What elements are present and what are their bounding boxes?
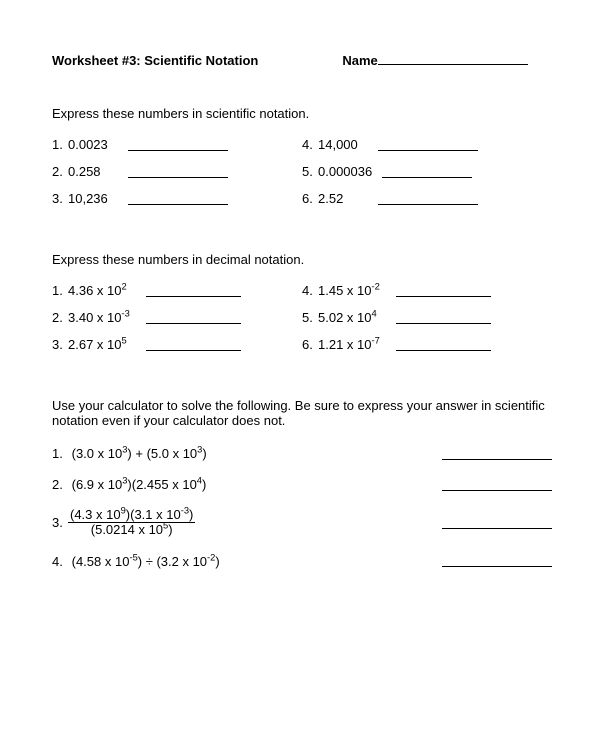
answer-blank[interactable] (442, 555, 552, 567)
header: Worksheet #3: Scientific Notation Name (52, 52, 552, 68)
answer-blank[interactable] (128, 139, 228, 151)
section1-left-col: 1. 0.0023 2. 0.258 3. 10,236 (52, 137, 302, 218)
item-value: 10,236 (68, 191, 128, 206)
item-left: 4. (4.58 x 10-5) ÷ (3.2 x 10-2) (52, 554, 220, 569)
list-item: 5. 0.000036 (302, 164, 552, 179)
item-number: 4. (302, 137, 318, 152)
fraction-numerator: (4.3 x 109)(3.1 x 10-3) (68, 508, 195, 523)
list-item: 5. 5.02 x 104 (302, 310, 552, 325)
section3-intro: Use your calculator to solve the followi… (52, 398, 552, 428)
section2-intro: Express these numbers in decimal notatio… (52, 252, 552, 267)
item-value: 3.40 x 10-3 (68, 310, 146, 325)
answer-blank[interactable] (128, 193, 228, 205)
list-item: 4. 14,000 (302, 137, 552, 152)
item-value: 14,000 (318, 137, 378, 152)
item-value: 1.45 x 10-2 (318, 283, 396, 298)
item-value: 4.36 x 102 (68, 283, 146, 298)
list-item: 6. 2.52 (302, 191, 552, 206)
worksheet-title: Worksheet #3: Scientific Notation (52, 53, 258, 68)
item-number: 3. (52, 191, 68, 206)
list-item: 6. 1.21 x 10-7 (302, 337, 552, 352)
item-number: 6. (302, 337, 318, 352)
answer-blank[interactable] (442, 517, 552, 529)
list-item: 4. (4.58 x 10-5) ÷ (3.2 x 10-2) (52, 554, 552, 569)
item-number: 5. (302, 310, 318, 325)
item-left: 2. (6.9 x 103)(2.455 x 104) (52, 477, 206, 492)
section1-intro: Express these numbers in scientific nota… (52, 106, 552, 121)
section2-right-col: 4. 1.45 x 10-2 5. 5.02 x 104 6. 1.21 x 1… (302, 283, 552, 364)
item-value: 1.21 x 10-7 (318, 337, 396, 352)
item-value: 2.67 x 105 (68, 337, 146, 352)
answer-blank[interactable] (146, 285, 241, 297)
fraction: (4.3 x 109)(3.1 x 10-3) (5.0214 x 105) (68, 508, 195, 538)
answer-blank[interactable] (442, 479, 552, 491)
section2-left-col: 1. 4.36 x 102 2. 3.40 x 10-3 3. 2.67 x 1… (52, 283, 302, 364)
item-number: 1. (52, 137, 68, 152)
list-item: 1. 4.36 x 102 (52, 283, 302, 298)
list-item: 2. (6.9 x 103)(2.455 x 104) (52, 477, 552, 492)
answer-blank[interactable] (442, 448, 552, 460)
item-value: 0.258 (68, 164, 128, 179)
name-blank[interactable] (378, 52, 528, 65)
list-item: 1. 0.0023 (52, 137, 302, 152)
answer-blank[interactable] (396, 312, 491, 324)
answer-blank[interactable] (396, 339, 491, 351)
list-item: 3. (4.3 x 109)(3.1 x 10-3) (5.0214 x 105… (52, 508, 552, 538)
expression: (6.9 x 103)(2.455 x 104) (72, 477, 207, 492)
answer-blank[interactable] (378, 193, 478, 205)
list-item: 3. 10,236 (52, 191, 302, 206)
item-value: 0.0023 (68, 137, 128, 152)
item-number: 2. (52, 477, 68, 492)
section1-right-col: 4. 14,000 5. 0.000036 6. 2.52 (302, 137, 552, 218)
item-number: 2. (52, 164, 68, 179)
item-number: 3. (52, 337, 68, 352)
answer-blank[interactable] (378, 139, 478, 151)
item-number: 1. (52, 283, 68, 298)
item-left: 3. (4.3 x 109)(3.1 x 10-3) (5.0214 x 105… (52, 508, 195, 538)
item-number: 6. (302, 191, 318, 206)
list-item: 1. (3.0 x 103) + (5.0 x 103) (52, 446, 552, 461)
item-value: 0.000036 (318, 164, 382, 179)
answer-blank[interactable] (396, 285, 491, 297)
item-number: 5. (302, 164, 318, 179)
answer-blank[interactable] (128, 166, 228, 178)
item-value: 5.02 x 104 (318, 310, 396, 325)
section1-grid: 1. 0.0023 2. 0.258 3. 10,236 4. 14,000 (52, 137, 552, 218)
list-item: 3. 2.67 x 105 (52, 337, 302, 352)
answer-blank[interactable] (382, 166, 472, 178)
item-left: 1. (3.0 x 103) + (5.0 x 103) (52, 446, 207, 461)
expression: (4.58 x 10-5) ÷ (3.2 x 10-2) (72, 554, 220, 569)
fraction-denominator: (5.0214 x 105) (89, 523, 175, 537)
section3-list: 1. (3.0 x 103) + (5.0 x 103) 2. (6.9 x 1… (52, 446, 552, 569)
expression: (3.0 x 103) + (5.0 x 103) (72, 446, 207, 461)
answer-blank[interactable] (146, 339, 241, 351)
item-number: 3. (52, 515, 68, 530)
item-number: 4. (52, 554, 68, 569)
section2-grid: 1. 4.36 x 102 2. 3.40 x 10-3 3. 2.67 x 1… (52, 283, 552, 364)
worksheet-page: Worksheet #3: Scientific Notation Name E… (0, 0, 600, 615)
item-number: 1. (52, 446, 68, 461)
list-item: 2. 0.258 (52, 164, 302, 179)
list-item: 4. 1.45 x 10-2 (302, 283, 552, 298)
list-item: 2. 3.40 x 10-3 (52, 310, 302, 325)
item-number: 2. (52, 310, 68, 325)
item-number: 4. (302, 283, 318, 298)
name-label: Name (342, 53, 377, 68)
item-value: 2.52 (318, 191, 378, 206)
answer-blank[interactable] (146, 312, 241, 324)
